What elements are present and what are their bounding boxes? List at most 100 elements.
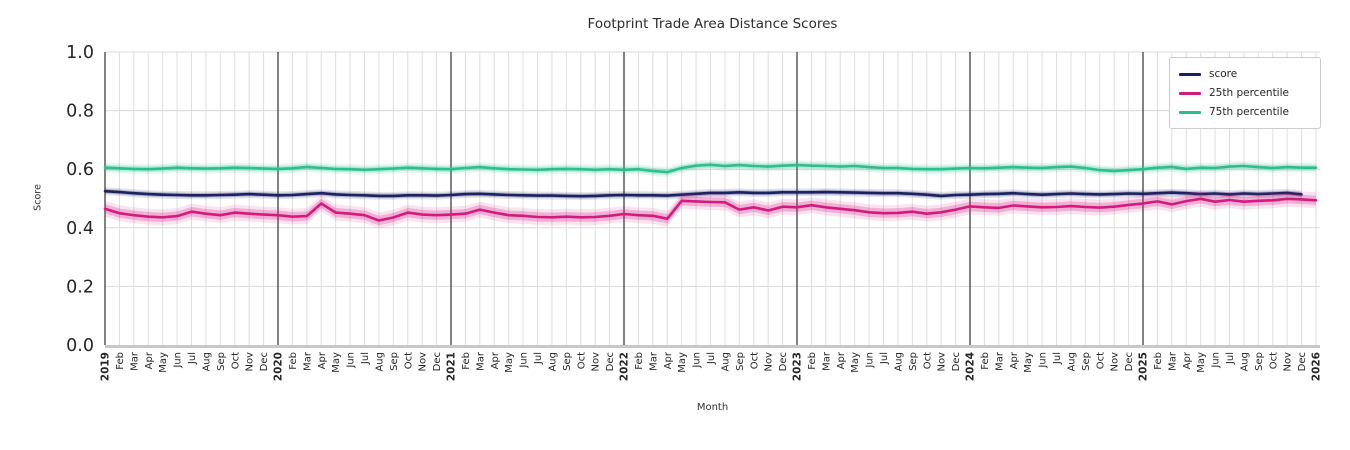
x-tick-label: Oct: [749, 352, 760, 369]
x-tick-label: May: [331, 352, 342, 373]
x-tick-label: Jul: [360, 352, 371, 365]
x-tick-label: Apr: [317, 351, 328, 369]
x-tick-label: Dec: [1297, 352, 1308, 371]
x-tick-label: Nov: [937, 352, 948, 372]
y-tick-label: 0.6: [66, 160, 94, 180]
x-tick-label: Sep: [908, 352, 919, 371]
x-tick-label: Dec: [951, 352, 962, 371]
x-tick-label: May: [504, 352, 515, 373]
y-axis-label: Score: [32, 184, 44, 211]
x-tick-label: Nov: [418, 352, 429, 372]
series-band: [105, 194, 1316, 226]
x-tick-label: Feb: [1153, 352, 1164, 370]
x-tick-label: Oct: [230, 352, 241, 369]
x-tick-label: Aug: [893, 352, 904, 372]
x-tick-label: Apr: [663, 351, 674, 369]
x-tick-label: Aug: [547, 352, 558, 372]
y-tick-label: 0.2: [66, 277, 94, 297]
x-tick-label: Jun: [346, 352, 357, 369]
x-tick-label: Apr: [144, 351, 155, 369]
legend-swatch-75th-percentile-icon: [1179, 111, 1201, 114]
x-tick-label: Jun: [1038, 352, 1049, 369]
x-tick-label: Nov: [1110, 352, 1121, 372]
x-tick-label: Feb: [461, 352, 472, 370]
x-tick-label: Mar: [1167, 351, 1178, 371]
x-tick-label: Nov: [764, 352, 775, 372]
x-tick-label: Feb: [807, 352, 818, 370]
x-tick-label: Oct: [576, 352, 587, 369]
x-tick-label: 2022: [619, 352, 631, 381]
x-tick-label: 2024: [965, 352, 977, 381]
x-tick-label: Jul: [1052, 352, 1063, 365]
x-tick-label: Dec: [1124, 352, 1135, 371]
x-tick-label: Apr: [836, 351, 847, 369]
legend-swatch-25th-percentile-icon: [1179, 92, 1201, 95]
x-tick-label: Dec: [259, 352, 270, 371]
x-tick-label: Oct: [1095, 352, 1106, 369]
x-tick-label: Jun: [692, 352, 703, 369]
x-tick-label: May: [850, 352, 861, 373]
legend: score 25th percentile 75th percentile: [1169, 57, 1321, 129]
legend-swatch-score-icon: [1179, 73, 1201, 76]
x-tick-label: Aug: [1066, 352, 1077, 372]
x-tick-label: 2021: [446, 352, 458, 381]
x-tick-label: Feb: [288, 352, 299, 370]
x-tick-label: Dec: [605, 352, 616, 371]
y-tick-label: 1.0: [66, 43, 94, 63]
x-tick-label: Dec: [432, 352, 443, 371]
x-tick-label: Oct: [922, 352, 933, 369]
x-tick-label: Mar: [648, 351, 659, 371]
x-tick-label: Jul: [879, 352, 890, 365]
x-tick-label: Jun: [1211, 352, 1222, 369]
x-tick-label: Jun: [519, 352, 530, 369]
x-tick-label: Mar: [475, 351, 486, 371]
legend-label-75th-percentile: 75th percentile: [1209, 106, 1289, 119]
x-tick-label: Jun: [865, 352, 876, 369]
legend-item-75th-percentile: 75th percentile: [1179, 103, 1310, 122]
x-tick-label: Jul: [706, 352, 717, 365]
x-tick-label: Sep: [1081, 352, 1092, 371]
x-tick-label: Sep: [562, 352, 573, 371]
x-tick-label: 2019: [100, 352, 112, 381]
x-tick-label: Apr: [490, 351, 501, 369]
x-tick-label: May: [1196, 352, 1207, 373]
x-tick-label: 2026: [1311, 352, 1323, 381]
x-tick-label: 2020: [273, 352, 285, 381]
x-tick-label: Mar: [129, 351, 140, 371]
x-tick-label: Mar: [994, 351, 1005, 371]
x-tick-label: Sep: [389, 352, 400, 371]
x-tick-label: Mar: [302, 351, 313, 371]
x-tick-label: 2025: [1138, 352, 1150, 381]
x-tick-label: Sep: [216, 352, 227, 371]
x-tick-label: Jul: [187, 352, 198, 365]
x-tick-label: May: [1023, 352, 1034, 373]
series-line: [103, 163, 1318, 174]
x-tick-label: Apr: [1182, 351, 1193, 369]
x-tick-label: Jun: [173, 352, 184, 369]
series-line: [103, 189, 1303, 198]
x-tick-label: Oct: [403, 352, 414, 369]
series-band: [105, 161, 1316, 176]
y-tick-label: 0.4: [66, 219, 94, 239]
x-tick-label: Feb: [634, 352, 645, 370]
legend-item-score: score: [1179, 65, 1310, 84]
x-tick-label: Aug: [1239, 352, 1250, 372]
x-tick-label: May: [677, 352, 688, 373]
x-tick-label: Aug: [374, 352, 385, 372]
x-tick-label: Feb: [115, 352, 126, 370]
legend-item-25th-percentile: 25th percentile: [1179, 84, 1310, 103]
x-tick-label: Nov: [1283, 352, 1294, 372]
x-tick-label: May: [158, 352, 169, 373]
x-tick-label: Nov: [591, 352, 602, 372]
x-tick-label: Dec: [778, 352, 789, 371]
x-tick-label: Jul: [1225, 352, 1236, 365]
series-band: [105, 159, 1316, 178]
x-tick-label: Aug: [720, 352, 731, 372]
legend-label-score: score: [1209, 68, 1238, 81]
x-tick-label: Mar: [821, 351, 832, 371]
x-tick-label: Nov: [245, 352, 256, 372]
x-tick-label: Oct: [1268, 352, 1279, 369]
x-tick-label: Sep: [735, 352, 746, 371]
y-tick-label: 0.8: [66, 102, 94, 122]
